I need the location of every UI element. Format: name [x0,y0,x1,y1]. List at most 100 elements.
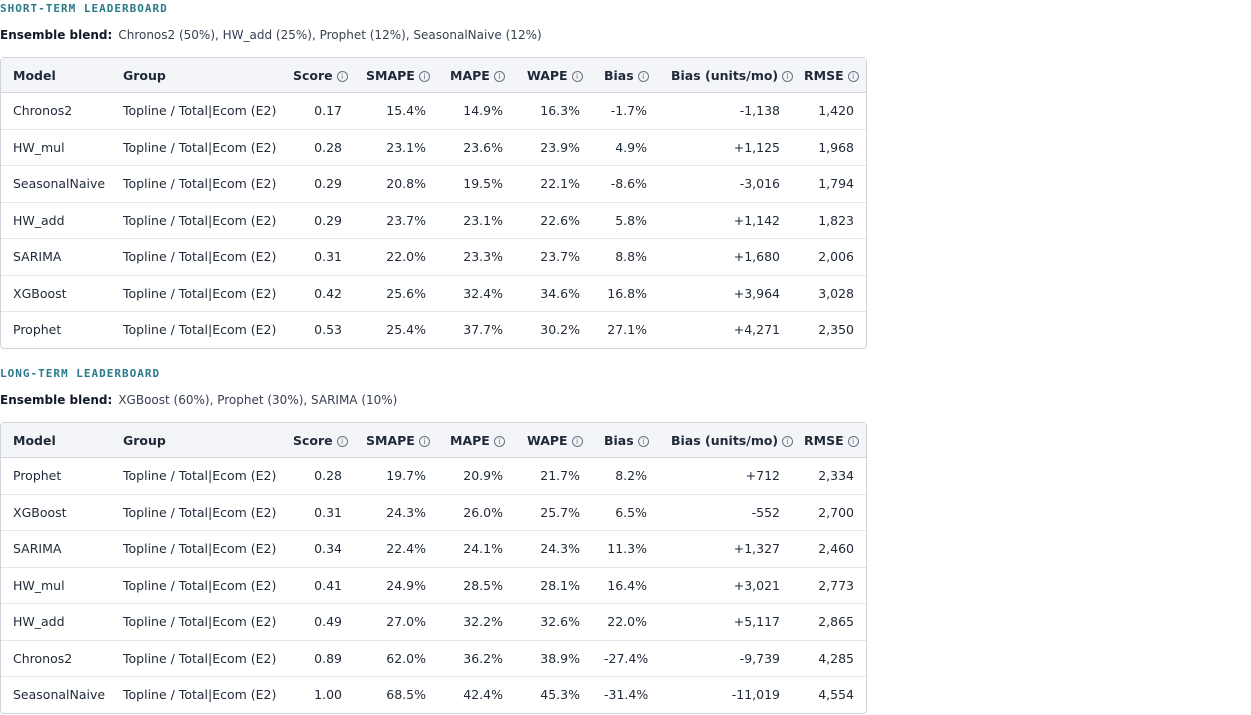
column-header-score[interactable]: Score i [281,423,354,458]
column-header-mape[interactable]: MAPE i [438,423,515,458]
info-icon[interactable]: i [637,435,649,447]
long-term-section: LONG-TERM LEADERBOARD Ensemble blend: XGB… [0,365,867,714]
table-header-row: Model Group Score i SMAPE i MAPE i WAPE i Bi… [1,58,866,93]
cell-smape: 20.8% [354,166,438,203]
cell-rmse: 2,773 [792,568,866,604]
info-icon[interactable]: i [493,70,505,82]
table-row[interactable]: HW_mul Topline / Total|Ecom (E2) 0.41 24.9%… [1,568,866,604]
cell-score: 0.31 [281,239,354,276]
cell-score: 0.31 [281,495,354,531]
table-row[interactable]: Chronos2 Topline / Total|Ecom (E2) 0.17 15.… [1,93,866,130]
column-header-bias-units[interactable]: Bias (units/mo) i [659,58,794,93]
cell-rmse: 2,700 [792,495,866,531]
cell-wape: 45.3% [540,687,580,703]
column-header-mape[interactable]: MAPE i [438,58,515,93]
info-icon[interactable]: i [336,435,348,447]
cell-smape: 62.0% [354,641,438,677]
column-header-score[interactable]: Score i [281,58,354,93]
cell-mape: 37.7% [463,322,503,338]
cell-model: HW_mul [1,130,111,166]
cell-group: Topline / Total|Ecom (E2) [111,531,281,568]
column-header-bias-units[interactable]: Bias (units/mo) i [659,423,794,458]
column-header-smape[interactable]: SMAPE i [354,58,438,93]
column-header-smape[interactable]: SMAPE i [354,423,438,458]
table-row[interactable]: SeasonalNaive Topline / Total|Ecom (E2) 0.… [1,166,866,203]
cell-smape: 22.0% [354,239,438,276]
table-row[interactable]: Prophet Topline / Total|Ecom (E2) 0.28 19.7… [1,458,866,495]
column-header-group[interactable]: Group [111,58,281,93]
column-header-bias[interactable]: Bias i [592,423,659,458]
cell-bias-units: -552 [659,495,792,531]
ensemble-blend-label: Ensemble blend: [0,393,113,407]
cell-mape: 28.5% [438,568,515,604]
cell-mape: 19.5% [438,166,515,203]
info-icon[interactable]: i [571,435,583,447]
table-row[interactable]: SeasonalNaive Topline / Total|Ecom (E2) 1.… [1,677,866,713]
cell-bias-units: +4,271 [733,322,780,338]
info-icon[interactable]: i [847,435,859,447]
short-term-title: SHORT-TERM LEADERBOARD [0,2,168,15]
cell-smape: 27.0% [354,604,438,641]
info-icon[interactable]: i [637,70,649,82]
cell-model: SeasonalNaive [1,166,111,203]
cell-mape: 42.4% [463,687,503,703]
column-header-rmse[interactable]: RMSE i [792,58,866,93]
info-icon[interactable]: i [782,70,794,82]
column-header-wape[interactable]: WAPE i [515,423,592,458]
info-icon[interactable]: i [493,435,505,447]
cell-bias-units: -1,138 [659,93,792,130]
cell-smape: 25.4% [386,322,426,338]
table-row[interactable]: HW_add Topline / Total|Ecom (E2) 0.29 23.7%… [1,203,866,239]
table-row[interactable]: HW_mul Topline / Total|Ecom (E2) 0.28 23.1%… [1,130,866,166]
table-row[interactable]: XGBoost Topline / Total|Ecom (E2) 0.31 24.3… [1,495,866,531]
cell-model: HW_mul [1,568,111,604]
cell-wape: 25.7% [515,495,592,531]
info-icon[interactable]: i [571,70,583,82]
table-row[interactable]: SARIMA Topline / Total|Ecom (E2) 0.31 22.0%… [1,239,866,276]
cell-group: Topline / Total|Ecom (E2) [111,203,281,239]
cell-group: Topline / Total|Ecom (E2) [111,239,281,276]
cell-bias: -31.4% [604,687,649,703]
table-row[interactable]: SARIMA Topline / Total|Ecom (E2) 0.34 22.4%… [1,531,866,568]
cell-model: HW_add [1,203,111,239]
cell-group: Topline / Total|Ecom (E2) [111,604,281,641]
cell-wape: 30.2% [540,322,580,338]
info-icon[interactable]: i [336,70,348,82]
column-header-bias[interactable]: Bias i [592,58,659,93]
cell-bias: 6.5% [592,495,659,531]
cell-score: 0.29 [281,166,354,203]
cell-mape: 26.0% [438,495,515,531]
info-icon[interactable]: i [782,435,794,447]
cell-model: HW_add [1,604,111,641]
column-header-group[interactable]: Group [111,423,281,458]
cell-mape: 32.2% [438,604,515,641]
cell-score: 0.28 [281,458,354,495]
table-row[interactable]: Prophet Topline / Total|Ecom (E2) 0.53 25.4… [1,312,866,348]
cell-model: Chronos2 [1,641,111,677]
column-header-model[interactable]: Model [1,423,111,458]
column-header-rmse[interactable]: RMSE i [792,423,866,458]
cell-bias: 16.8% [592,276,659,312]
cell-rmse: 1,794 [792,166,866,203]
table-row[interactable]: HW_add Topline / Total|Ecom (E2) 0.49 27.0%… [1,604,866,641]
table-row[interactable]: Chronos2 Topline / Total|Ecom (E2) 0.89 62.… [1,641,866,677]
column-header-model[interactable]: Model [1,58,111,93]
table-row[interactable]: XGBoost Topline / Total|Ecom (E2) 0.42 25.6… [1,276,866,312]
cell-smape: 68.5% [386,687,426,703]
cell-bias: 11.3% [592,531,659,568]
cell-rmse: 2,350 [818,322,854,338]
cell-group: Topline / Total|Ecom (E2) [111,641,281,677]
cell-bias-units: +5,117 [659,604,792,641]
cell-group: Topline / Total|Ecom (E2) [111,166,281,203]
info-icon[interactable]: i [418,435,430,447]
column-header-wape[interactable]: WAPE i [515,58,592,93]
info-icon[interactable]: i [847,70,859,82]
cell-wape: 38.9% [515,641,592,677]
cell-bias: -8.6% [592,166,659,203]
cell-score: 0.17 [281,93,354,130]
info-icon[interactable]: i [418,70,430,82]
ensemble-blend-label: Ensemble blend: [0,28,113,42]
cell-model: XGBoost [1,276,111,312]
cell-group: Topline / Total|Ecom (E2) [111,276,281,312]
cell-smape: 23.7% [354,203,438,239]
